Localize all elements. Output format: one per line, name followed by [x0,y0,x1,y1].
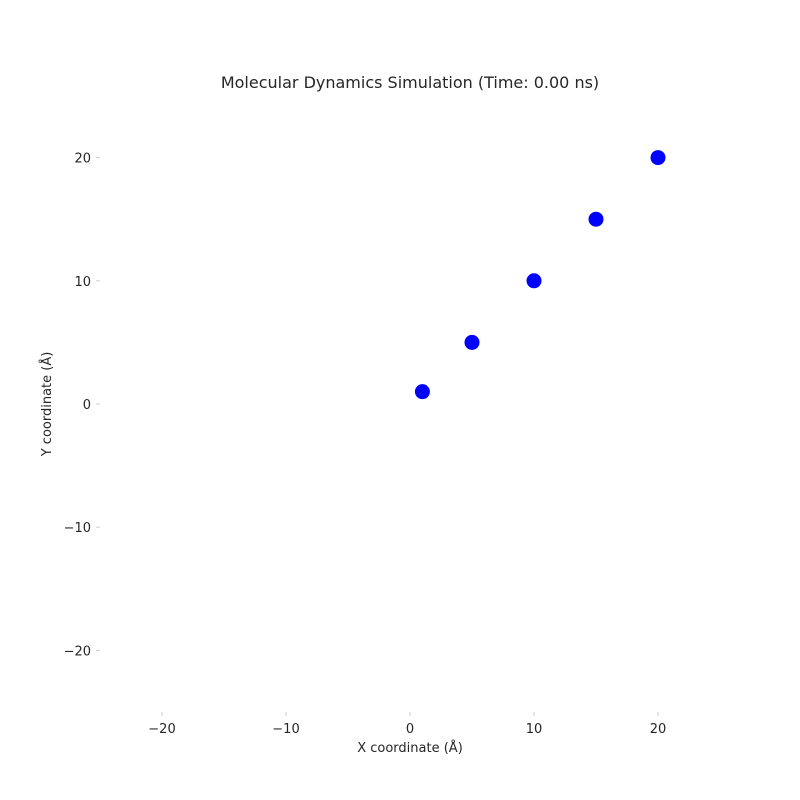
y-tick-label: 20 [74,152,91,167]
y-tick-label: 0 [83,398,91,413]
chart-title: Molecular Dynamics Simulation (Time: 0.0… [221,73,599,92]
data-point [526,273,542,289]
x-tick-label: 0 [406,722,414,737]
y-tick-label: −20 [64,644,91,659]
y-axis-label: Y coordinate (Å) [39,352,55,458]
y-tick-label: −10 [64,521,91,536]
data-points [414,150,666,400]
data-point [588,211,604,227]
x-axis-label: X coordinate (Å) [357,740,463,756]
y-tick-label: 10 [74,275,91,290]
data-point [464,334,480,350]
data-point [414,384,430,400]
data-point [650,150,666,166]
x-tick-label: 20 [650,722,667,737]
x-tick-label: 10 [526,722,543,737]
x-tick-label: −20 [148,722,175,737]
x-tick-label: −10 [272,722,299,737]
axis-ticks: −20 −10 0 10 20 −20 −10 0 10 20 [64,152,667,737]
